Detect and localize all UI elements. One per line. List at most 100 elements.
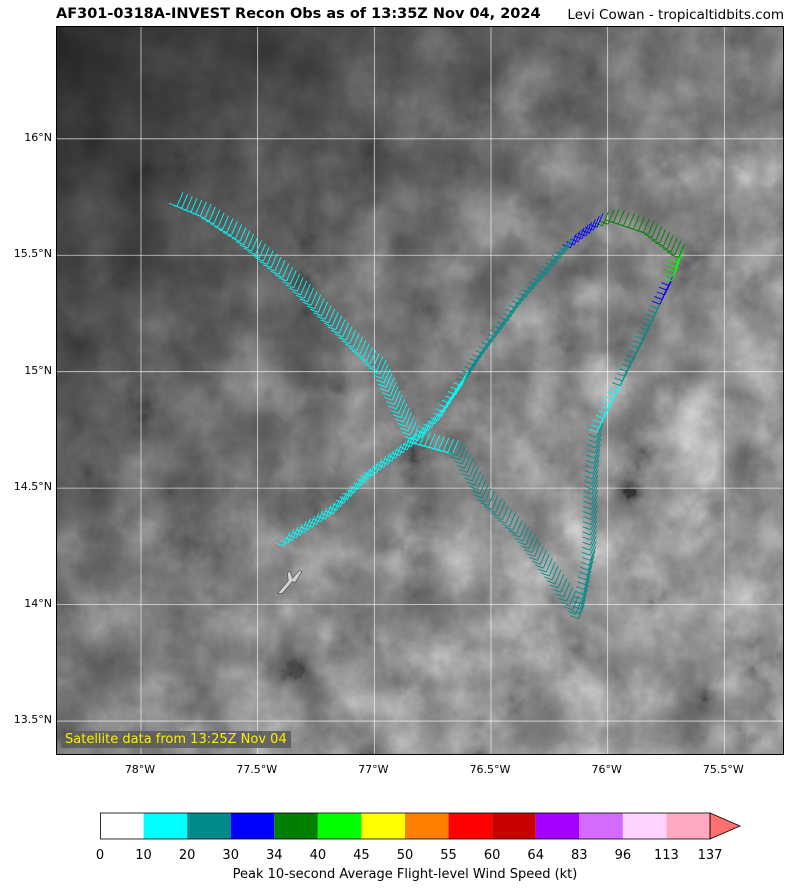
colorbar-tick-label: 60 bbox=[483, 848, 501, 863]
wind-barb bbox=[283, 531, 291, 547]
wind-barb-flag bbox=[459, 469, 468, 473]
wind-barb bbox=[389, 381, 397, 397]
wind-barb bbox=[308, 515, 315, 531]
wind-barb bbox=[570, 233, 577, 248]
wind-barb bbox=[328, 502, 336, 517]
wind-barb-flag bbox=[380, 388, 389, 392]
wind-barb bbox=[230, 221, 238, 236]
wind-barb bbox=[578, 599, 586, 614]
wind-barb bbox=[590, 525, 597, 541]
wind-barb-flag bbox=[201, 217, 210, 222]
wind-barb bbox=[320, 507, 328, 523]
lat-tick-label: 15°N bbox=[24, 363, 52, 377]
colorbar-segment bbox=[274, 813, 318, 839]
wind-barb-flag bbox=[583, 485, 593, 490]
wind-barb bbox=[395, 394, 403, 410]
wind-barb bbox=[372, 353, 380, 368]
map-panel[interactable]: Satellite data from 13:25Z Nov 04 bbox=[56, 26, 784, 755]
lon-tick-label: 76.5°W bbox=[469, 763, 511, 776]
wind-barb-flag bbox=[390, 409, 399, 414]
wind-barb bbox=[505, 508, 513, 524]
wind-barb bbox=[596, 213, 604, 228]
wind-barb bbox=[495, 498, 502, 513]
wind-barb-flag bbox=[651, 300, 661, 305]
wind-barb-flag bbox=[223, 232, 232, 236]
wind-barb bbox=[451, 440, 459, 455]
wind-barb bbox=[424, 419, 432, 435]
wind-barb-flag bbox=[609, 386, 619, 391]
wind-barb bbox=[590, 515, 598, 530]
wind-barb-flag bbox=[386, 401, 395, 406]
wind-barb-flag bbox=[582, 521, 592, 526]
wind-barb bbox=[387, 377, 395, 392]
lon-tick-label: 75.5°W bbox=[702, 763, 744, 776]
wind-barb-flag bbox=[397, 423, 406, 427]
wind-barb bbox=[259, 243, 266, 258]
wind-barb bbox=[338, 319, 346, 334]
wind-barb-flag bbox=[577, 576, 587, 581]
wind-barb-flag bbox=[196, 214, 206, 219]
wind-barb bbox=[617, 210, 625, 225]
wind-barb-flag bbox=[504, 526, 514, 531]
wind-barb bbox=[542, 263, 550, 278]
wind-barb bbox=[339, 492, 347, 507]
wind-barb-flag bbox=[584, 475, 593, 480]
wind-barb-flag bbox=[444, 395, 454, 400]
flight-track bbox=[168, 192, 686, 620]
colorbar-segment bbox=[187, 813, 231, 839]
wind-barb bbox=[522, 286, 530, 301]
wind-barb-flag bbox=[508, 530, 517, 535]
wind-barb-flag bbox=[235, 241, 245, 246]
lat-tick-label: 14°N bbox=[24, 596, 52, 610]
wind-barb bbox=[300, 280, 308, 296]
wind-barb-flag bbox=[306, 305, 315, 310]
wind-barb bbox=[592, 454, 600, 469]
wind-barb bbox=[286, 266, 294, 282]
wind-barb-flag bbox=[582, 526, 592, 531]
wind-barb-flag bbox=[561, 602, 570, 606]
wind-barb bbox=[410, 432, 418, 448]
wind-barb bbox=[589, 218, 596, 234]
wind-barb bbox=[312, 513, 320, 528]
wind-barb bbox=[356, 336, 364, 351]
wind-barb-flag bbox=[587, 439, 597, 444]
wind-barb bbox=[476, 475, 484, 490]
wind-barb bbox=[335, 315, 343, 330]
wind-barb-flag bbox=[583, 516, 592, 521]
wind-barb bbox=[560, 578, 568, 593]
wind-barb-flag bbox=[321, 513, 330, 517]
wind-barb-flag bbox=[621, 363, 630, 368]
wind-barb-flag bbox=[573, 600, 582, 605]
colorbar-segment bbox=[448, 813, 493, 839]
wind-barb bbox=[407, 416, 415, 432]
wind-barb bbox=[402, 438, 410, 453]
wind-barb bbox=[607, 210, 615, 225]
wind-barb-flag bbox=[552, 588, 561, 593]
wind-barb bbox=[595, 433, 602, 448]
wind-barb-flag bbox=[351, 350, 361, 355]
wind-barb-flag bbox=[583, 506, 592, 510]
wind-barb-flag bbox=[283, 537, 293, 542]
wind-barb-flag bbox=[670, 254, 679, 259]
wind-barb bbox=[190, 198, 198, 213]
wind-barb bbox=[247, 233, 255, 249]
wind-barb-flag bbox=[576, 581, 586, 586]
wind-barb-flag bbox=[279, 539, 289, 544]
wind-barb bbox=[461, 449, 469, 465]
wind-barb-flag bbox=[651, 239, 660, 244]
wind-barb bbox=[534, 542, 541, 557]
wind-barb-flag bbox=[647, 236, 657, 241]
colorbar-label: Peak 10-second Average Flight-level Wind… bbox=[232, 867, 578, 882]
wind-barb bbox=[427, 416, 435, 431]
wind-barb bbox=[495, 322, 503, 338]
wind-barb bbox=[251, 237, 259, 252]
wind-barb bbox=[569, 591, 576, 606]
wind-barb bbox=[546, 259, 554, 274]
wind-barb bbox=[672, 262, 680, 277]
wind-barb-flag bbox=[659, 245, 668, 250]
wind-barb-flag bbox=[288, 534, 297, 539]
wind-barb bbox=[255, 240, 262, 255]
wind-barb-flag bbox=[666, 251, 676, 256]
wind-barb-flag bbox=[474, 494, 483, 499]
wind-barb bbox=[398, 399, 406, 414]
